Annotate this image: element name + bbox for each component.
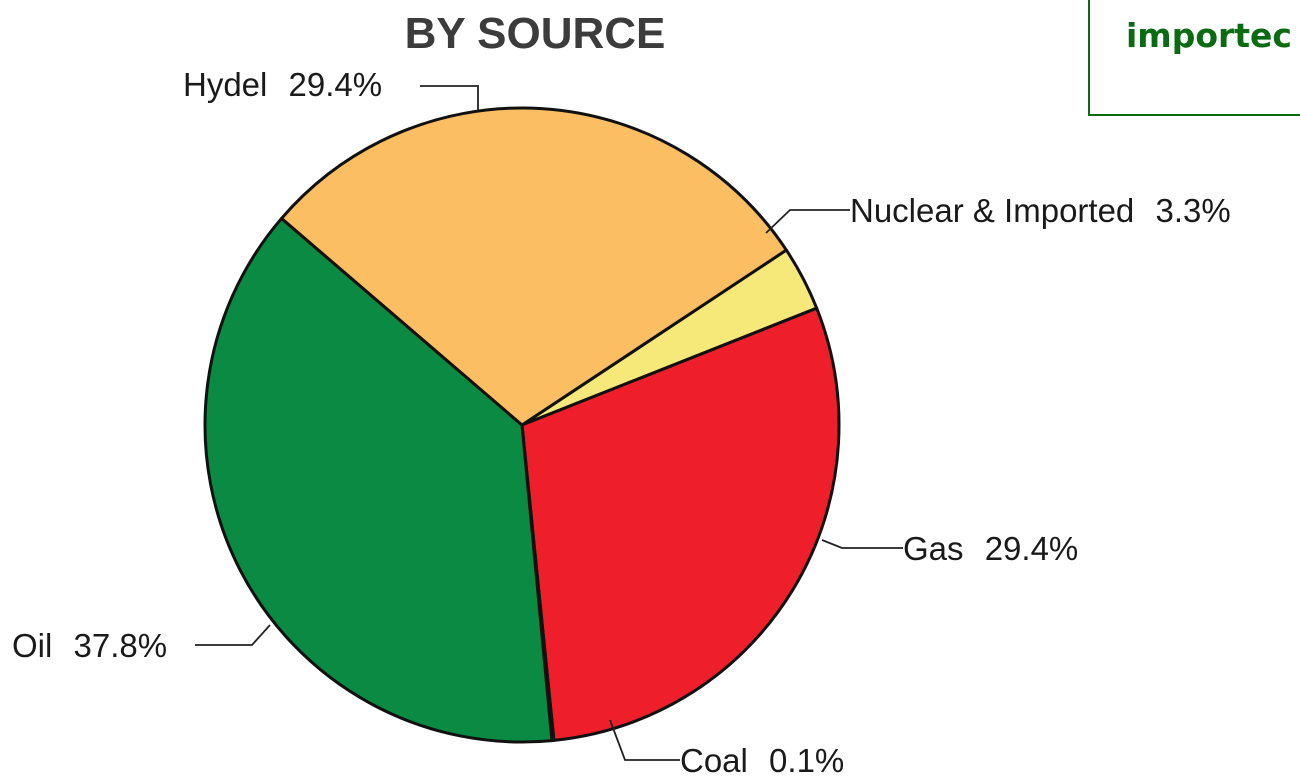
callout-box: importec: [1088, 0, 1300, 116]
pie-slice-gas: [520, 306, 841, 742]
slice-name-gas: Gas: [903, 530, 964, 567]
callout-text: importec: [1126, 16, 1292, 55]
slice-value-oil: 37.8%: [74, 627, 168, 664]
slice-label-hydel: Hydel 29.4%: [183, 66, 382, 103]
slice-value-coal: 0.1%: [769, 742, 844, 777]
leader-lines: [195, 85, 903, 761]
leader-line-hydel: [420, 85, 479, 110]
slice-label-coal: Coal 0.1%: [680, 742, 844, 777]
slice-labels: Hydel 29.4% Nuclear & Imported 3.3% Gas …: [12, 66, 1231, 777]
chart-title: BY SOURCE: [405, 9, 666, 58]
slice-value-hydel: 29.4%: [289, 66, 383, 103]
pie-slice-hydel: [280, 106, 788, 427]
leader-line-gas: [821, 539, 903, 549]
pie-slices: [203, 106, 841, 744]
slice-name-hydel: Hydel: [183, 66, 267, 103]
leader-line-coal: [609, 719, 680, 761]
slice-value-nuclear-imported: 3.3%: [1155, 192, 1230, 229]
slice-label-nuclear-imported: Nuclear & Imported 3.3%: [850, 192, 1231, 229]
slice-name-oil: Oil: [12, 627, 52, 664]
leader-line-oil: [195, 624, 271, 646]
slice-label-oil: Oil 37.8%: [12, 627, 167, 664]
slice-label-gas: Gas 29.4%: [903, 530, 1078, 567]
leader-line-nuclear-imported: [765, 209, 850, 234]
slice-name-coal: Coal: [680, 742, 748, 777]
slice-value-gas: 29.4%: [985, 530, 1079, 567]
slice-name-nuclear-imported: Nuclear & Imported: [850, 192, 1134, 229]
pie-slice-oil: [203, 216, 554, 744]
